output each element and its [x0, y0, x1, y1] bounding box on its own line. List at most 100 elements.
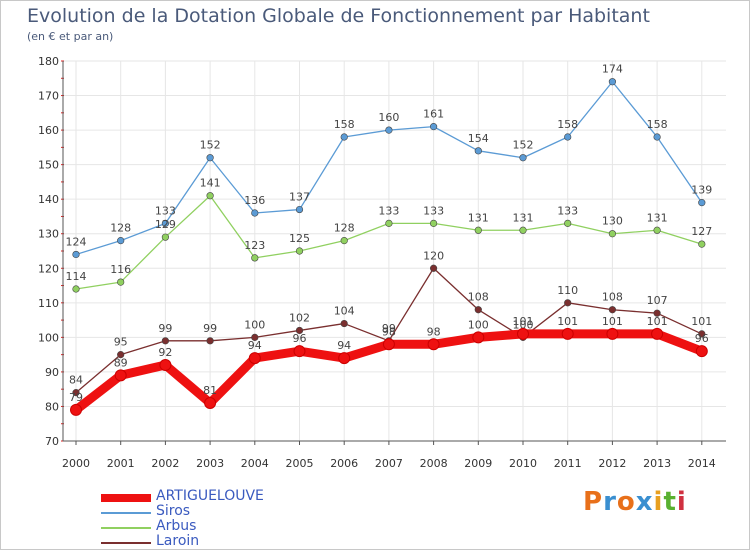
data-label-artiguelouve: 101: [647, 315, 668, 328]
proxiti-logo: Proxiti: [583, 487, 687, 517]
data-label-siros: 158: [647, 118, 668, 131]
data-label-arbus: 131: [468, 211, 489, 224]
logo-letter: o: [616, 487, 636, 517]
data-label-arbus: 141: [200, 177, 221, 190]
x-tick-label: 2005: [286, 457, 314, 470]
data-label-arbus: 128: [334, 222, 355, 235]
data-label-laroin: 108: [602, 291, 623, 304]
data-label-siros: 158: [334, 118, 355, 131]
data-point-laroin: [72, 389, 80, 397]
data-label-arbus: 130: [602, 215, 623, 228]
data-point-siros: [698, 199, 706, 207]
y-tick-label: 180: [38, 55, 59, 68]
data-point-siros: [206, 154, 214, 162]
data-point-artiguelouve: [204, 397, 217, 409]
data-label-arbus: 129: [155, 218, 176, 231]
data-label-arbus: 131: [513, 211, 534, 224]
y-tick-label: 90: [45, 366, 59, 379]
data-label-artiguelouve: 94: [248, 339, 262, 352]
logo-letter: P: [583, 487, 604, 517]
data-label-arbus: 133: [557, 204, 578, 217]
data-label-laroin: 104: [334, 305, 355, 318]
data-label-artiguelouve: 89: [114, 356, 128, 369]
data-label-laroin: 120: [423, 249, 444, 262]
x-tick-label: 2002: [151, 457, 179, 470]
data-point-artiguelouve: [159, 359, 172, 371]
data-point-arbus: [653, 226, 661, 234]
data-point-artiguelouve: [248, 352, 261, 365]
data-point-laroin: [340, 319, 348, 328]
x-tick-label: 2003: [196, 457, 224, 470]
data-point-arbus: [698, 240, 706, 248]
data-point-laroin: [564, 299, 572, 307]
logo-letter: r: [603, 487, 617, 517]
data-label-artiguelouve: 94: [337, 339, 351, 352]
x-tick-label: 2013: [643, 457, 671, 470]
data-point-siros: [653, 133, 661, 141]
data-point-siros: [385, 126, 393, 134]
x-tick-label: 2004: [241, 457, 269, 470]
data-label-arbus: 127: [691, 225, 712, 238]
y-tick-label: 80: [45, 400, 59, 413]
data-label-siros: 160: [378, 111, 399, 124]
data-label-siros: 133: [155, 204, 176, 217]
data-label-laroin: 99: [158, 322, 172, 335]
x-tick-label: 2008: [420, 457, 448, 470]
data-label-laroin: 107: [647, 294, 668, 307]
data-point-arbus: [72, 285, 80, 293]
data-point-arbus: [340, 237, 348, 245]
data-label-artiguelouve: 101: [602, 315, 623, 328]
legend-label-laroin: Laroin: [156, 533, 200, 549]
data-label-arbus: 133: [378, 204, 399, 217]
data-point-arbus: [251, 254, 259, 262]
data-label-arbus: 116: [110, 263, 131, 276]
data-label-siros: 154: [468, 132, 489, 145]
data-point-siros: [430, 123, 438, 131]
data-point-siros: [564, 133, 572, 141]
data-point-arbus: [117, 278, 125, 286]
chart-title: Evolution de la Dotation Globale de Fonc…: [27, 5, 650, 27]
data-label-siros: 174: [602, 63, 623, 76]
data-label-artiguelouve: 81: [203, 384, 217, 397]
data-label-arbus: 131: [647, 211, 668, 224]
y-tick-label: 170: [38, 90, 59, 103]
x-tick-label: 2007: [375, 457, 403, 470]
data-point-laroin: [474, 306, 482, 314]
data-label-artiguelouve: 98: [382, 325, 396, 338]
data-label-arbus: 114: [66, 270, 87, 283]
data-point-arbus: [608, 230, 617, 238]
data-label-artiguelouve: 92: [158, 346, 172, 359]
legend-swatch-siros: [101, 512, 151, 514]
data-label-artiguelouve: 101: [557, 315, 578, 328]
data-point-siros: [340, 133, 348, 141]
logo-letter: i: [653, 487, 664, 517]
chart-subtitle: (en € et par an): [27, 30, 114, 43]
x-tick-label: 2009: [464, 457, 492, 470]
data-point-artiguelouve: [114, 369, 127, 382]
x-tick-label: 2010: [509, 457, 537, 470]
data-point-arbus: [295, 247, 304, 255]
y-tick-label: 120: [38, 262, 59, 275]
data-point-arbus: [206, 192, 214, 200]
y-tick-label: 110: [38, 297, 59, 310]
data-label-artiguelouve: 96: [695, 332, 709, 345]
legend-swatch-arbus: [101, 527, 151, 529]
data-label-laroin: 95: [114, 336, 128, 349]
data-point-siros: [251, 209, 259, 217]
data-label-siros: 152: [513, 139, 534, 152]
data-point-laroin: [608, 306, 617, 314]
data-label-artiguelouve: 98: [427, 325, 441, 338]
data-label-siros: 161: [423, 108, 444, 121]
data-point-siros: [474, 147, 482, 155]
logo-letter: x: [635, 487, 654, 517]
data-label-siros: 128: [110, 222, 131, 235]
data-point-laroin: [251, 333, 259, 341]
data-label-siros: 158: [557, 118, 578, 131]
data-point-arbus: [430, 219, 438, 227]
x-tick-label: 2006: [330, 457, 358, 470]
legend-swatch-artiguelouve: [101, 494, 151, 502]
data-label-laroin: 100: [244, 318, 265, 331]
data-point-siros: [161, 219, 169, 227]
data-label-laroin: 100: [513, 318, 534, 331]
